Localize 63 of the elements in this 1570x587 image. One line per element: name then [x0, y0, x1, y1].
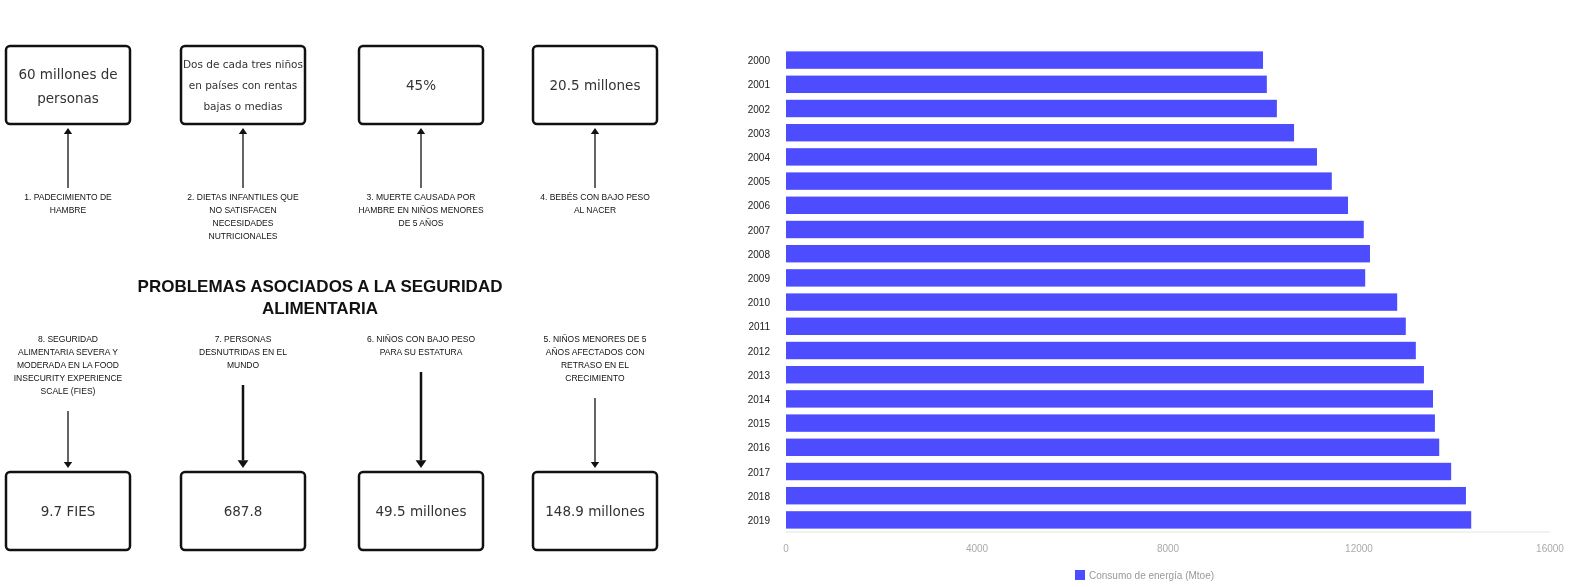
x-tick-label: 8000	[1156, 543, 1180, 554]
bar	[786, 220, 1364, 239]
y-tick-label: 2008	[747, 248, 771, 260]
text: 49.5 millones	[375, 503, 467, 519]
bar	[786, 365, 1424, 384]
text: 687.8	[223, 503, 263, 519]
text: 1. PADECIMIENTO DE HAMBRE	[24, 192, 113, 215]
bar	[786, 196, 1349, 215]
text: 7. PERSONAS DESNUTRIDAS EN EL MUNDO	[199, 334, 288, 370]
bar	[786, 438, 1440, 457]
x-tick-label: 16000	[1536, 543, 1565, 554]
text: 45%	[405, 77, 437, 93]
y-tick-label: 2005	[747, 176, 771, 188]
y-tick-label: 2011	[748, 321, 771, 333]
y-tick-label: 2012	[747, 345, 771, 357]
y-tick-label: 2001	[747, 79, 771, 91]
y-tick-label: 2004	[747, 151, 771, 163]
y-tick-label: 2007	[747, 224, 771, 236]
y-tick-label: 2000	[747, 55, 771, 67]
text: 4. BEBÉS CON BAJO PESO AL NACER	[540, 192, 651, 215]
text: 5. NIÑOS MENORES DE 5 AÑOS AFECTADOS CON RETRASO EN EL CRECIMIENTO	[543, 334, 647, 383]
bar	[786, 172, 1332, 190]
text: Dos de cada tres niños en países con rentas bajas o medias	[182, 58, 304, 112]
bar	[786, 244, 1370, 263]
bar	[786, 293, 1398, 311]
text: 9.7 FIES	[40, 503, 96, 519]
bar	[786, 414, 1435, 432]
y-tick-label: 2002	[747, 103, 771, 115]
text: 60 millones de personas	[18, 66, 118, 106]
y-tick-label: 2006	[747, 200, 771, 212]
bar	[786, 317, 1406, 336]
bar	[786, 462, 1452, 481]
y-tick-label: 2019	[747, 514, 771, 526]
text: 8. SEGURIDAD ALIMENTARIA SEVERA Y MODERADA EN LA FOOD INSECURITY EXPERIENCE SCALE (FIES)	[13, 334, 123, 396]
bar	[786, 123, 1295, 142]
bar	[786, 390, 1434, 408]
y-tick-label: 2016	[747, 442, 771, 454]
bar	[786, 99, 1277, 118]
text: 6. NIÑOS CON BAJO PESO PARA SU ESTATURA	[366, 334, 476, 357]
x-tick-label: 0	[783, 543, 790, 554]
y-tick-label: 2014	[747, 393, 771, 405]
text: 148.9 millones	[545, 503, 645, 519]
y-tick-label: 2009	[747, 272, 771, 284]
x-tick-label: 4000	[965, 543, 989, 554]
y-tick-label: 2010	[747, 297, 771, 309]
bar	[786, 75, 1267, 94]
bar	[786, 269, 1366, 287]
text: PROBLEMAS ASOCIADOS A LA SEGURIDAD ALIMENTARIA	[137, 277, 503, 318]
bar	[786, 341, 1416, 360]
legend-label: Consumo de energía (Mtoe)	[1089, 570, 1215, 581]
bar	[786, 486, 1466, 505]
text: 2. DIETAS INFANTILES QUE NO SATISFACEN NECESIDADES NUTRICIONALES	[187, 192, 299, 241]
y-tick-label: 2015	[747, 418, 771, 430]
x-tick-label: 12000	[1345, 543, 1374, 554]
y-tick-label: 2013	[747, 369, 771, 381]
text: 3. MUERTE CAUSADA POR HAMBRE EN NIÑOS MENORES DE 5 AÑOS	[358, 192, 484, 228]
y-tick-label: 2003	[747, 127, 771, 139]
bar	[786, 511, 1472, 529]
bar	[786, 148, 1317, 166]
text: 20.5 millones	[549, 77, 641, 93]
y-tick-label: 2017	[747, 466, 771, 478]
bar	[786, 51, 1264, 69]
y-tick-label: 2018	[747, 490, 771, 502]
